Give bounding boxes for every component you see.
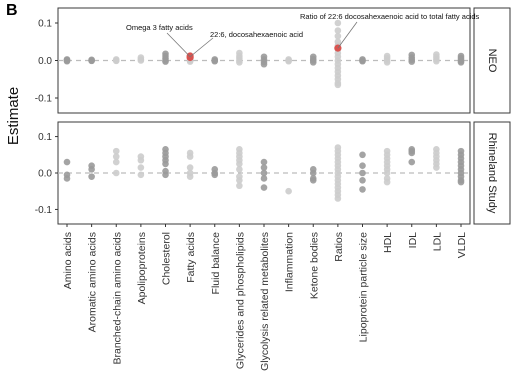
annotation-leader-line [166, 32, 191, 58]
facet-2-data-point [359, 162, 366, 170]
facet-1-data-point [88, 57, 95, 64]
x-tick-label: VLDL [456, 232, 468, 258]
facet-2-data-point [236, 160, 243, 168]
facet-2-y-tick-label: 0.1 [38, 132, 52, 143]
x-tick-label: Inflammation [284, 232, 296, 292]
facet-1-data-point [383, 59, 391, 66]
facet-2-data-point [260, 184, 268, 191]
facet-1-data-point [334, 19, 342, 27]
facet-2-data-point [433, 164, 440, 171]
facet-2-data-point [359, 169, 366, 177]
facet-1-data-point [457, 59, 465, 66]
annotation-leader-line [337, 21, 358, 49]
facet-1-data-point [334, 81, 342, 89]
facet-1-data-point [334, 27, 342, 34]
facet-2-data-point [112, 153, 120, 160]
facet-1-data-point [433, 57, 440, 65]
facet-2-data-point [88, 173, 95, 180]
x-tick-label: Ratios [333, 232, 345, 262]
facet-1-data-point [408, 58, 416, 65]
x-tick-label: Ketone bodies [308, 232, 320, 299]
facet-1-data-point [137, 57, 145, 64]
x-tick-label: IDL [407, 232, 419, 249]
facet-1-strip-label: NEO [486, 49, 498, 73]
facet-2-data-point [359, 186, 366, 193]
facet-2-y-tick-label: 0.0 [38, 169, 52, 180]
annotation-label: Ratio of 22:6 docosahexaenoic acid to to… [300, 12, 480, 21]
facet-1-data-point [211, 57, 219, 65]
x-tick-label: Lipoprotein particle size [358, 232, 370, 342]
facet-2-data-point [260, 164, 268, 171]
facet-1-data-point [359, 57, 366, 65]
facet-2-data-point [137, 171, 145, 179]
facet-1-data-point [309, 59, 317, 66]
facet-1-y-tick-label: 0.0 [38, 56, 52, 67]
facet-2-data-point [383, 169, 391, 177]
facet-1-data-point [334, 32, 342, 40]
facet-2-data-point [236, 166, 243, 173]
facet-2-data-point [383, 178, 391, 186]
facet-1-data-point [236, 59, 243, 66]
facet-2-data-point [457, 178, 465, 186]
facet-2-data-point [137, 156, 145, 164]
y-axis-title: Estimate [5, 87, 22, 145]
facet-2-data-point [186, 164, 194, 171]
facet-2-data-point [408, 158, 416, 166]
facet-1-data-point [63, 57, 71, 64]
annotation-label: 22:6, docosahexaenoic acid [210, 30, 303, 39]
x-tick-label: Cholesterol [161, 232, 173, 285]
facet-2-data-point [359, 151, 366, 159]
facet-2-data-point [137, 164, 145, 171]
facet-2-data-point [285, 187, 292, 195]
facet-2-data-point [260, 175, 268, 182]
facet-2-strip-label: Rhineland Study [486, 133, 498, 214]
facet-2-data-point [186, 153, 194, 160]
x-tick-label: Fluid balance [210, 232, 222, 295]
facet-2-data-point [236, 182, 243, 190]
facet-2-data-point [309, 176, 317, 184]
facet-2-data-point [334, 195, 342, 202]
facet-1-strip [473, 7, 511, 114]
facet-2-data-point [112, 147, 120, 155]
x-tick-label: LDL [431, 232, 443, 251]
facet-2-data-point [112, 169, 120, 177]
x-tick-label: Branched-chain amino acids [111, 232, 123, 365]
facet-2-data-point [408, 149, 416, 157]
facet-2-data-point [309, 169, 317, 177]
panel-letter: B [6, 2, 18, 19]
facet-2-data-point [186, 173, 194, 180]
x-tick-label: Apolipoproteins [136, 232, 148, 304]
facet-2-data-point [162, 160, 169, 168]
facet-2-data-point [63, 158, 71, 166]
x-tick-label: Aromatic amino acids [87, 232, 99, 332]
facet-1-data-point [162, 58, 169, 65]
facet-1-y-tick-label: 0.1 [38, 19, 52, 30]
x-tick-label: HDL [382, 232, 394, 253]
annotation-label: Omega 3 fatty acids [126, 23, 193, 32]
facet-2-data-point [211, 171, 219, 179]
facet-2-data-point [236, 176, 243, 184]
facet-2-data-point [162, 171, 169, 179]
facet-2-y-tick-label: -0.1 [35, 205, 53, 216]
facet-2-data-point [112, 158, 120, 166]
annotation-leader-line [189, 37, 214, 58]
x-tick-label: Glycolysis related metabolites [259, 232, 271, 371]
facet-2-data-point [63, 175, 71, 182]
facet-1-data-point [260, 60, 268, 68]
facet-2-data-point [359, 176, 366, 184]
x-tick-label: Fatty acids [185, 232, 197, 283]
x-tick-label: Glycerides and phospholipids [234, 232, 246, 369]
facet-1-data-point [285, 57, 292, 65]
facet-2-data-point [260, 169, 268, 177]
facet-1-data-point [112, 57, 120, 65]
facet-2-data-point [260, 158, 268, 166]
facet-1-y-tick-label: -0.1 [35, 94, 53, 105]
facet-2-data-point [88, 166, 95, 173]
facet-2-strip [473, 121, 511, 225]
x-tick-label: Amino acids [62, 232, 74, 289]
